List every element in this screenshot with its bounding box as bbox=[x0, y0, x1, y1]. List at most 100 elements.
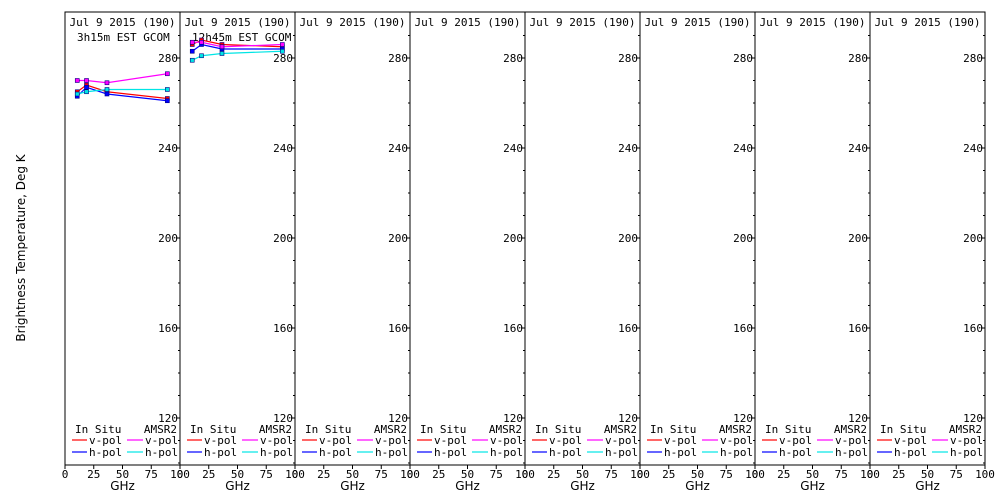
legend-title-amsr2: AMSR2 bbox=[144, 423, 177, 436]
x-tick-label: 100 bbox=[285, 468, 305, 481]
x-tick-label: 100 bbox=[630, 468, 650, 481]
y-tick-label: 280 bbox=[158, 52, 178, 65]
y-tick-label: 280 bbox=[273, 52, 293, 65]
legend-label-amsr2-hpol: h-pol bbox=[260, 446, 293, 459]
y-tick-label: 120 bbox=[503, 412, 523, 425]
x-axis-label: GHz bbox=[340, 479, 365, 493]
series-point bbox=[165, 71, 170, 77]
y-tick-label: 120 bbox=[388, 412, 408, 425]
x-axis-label: GHz bbox=[915, 479, 940, 493]
panel-title: Jul 9 2015 (190) bbox=[645, 16, 751, 29]
series-point bbox=[104, 91, 110, 97]
series-point bbox=[84, 78, 89, 83]
y-axis-label: Brightness Temperature, Deg K bbox=[14, 153, 28, 341]
series-point bbox=[104, 80, 110, 86]
legend-title-amsr2: AMSR2 bbox=[834, 423, 867, 436]
x-tick-label: 0 bbox=[522, 468, 529, 481]
x-tick-label: 25 bbox=[777, 468, 790, 481]
x-tick-label: 75 bbox=[490, 468, 503, 481]
legend-title-insitu: In Situ bbox=[765, 423, 811, 436]
legend-label-insitu-hpol: h-pol bbox=[319, 446, 352, 459]
legend-label-amsr2-hpol: h-pol bbox=[375, 446, 408, 459]
series-point bbox=[189, 57, 195, 63]
y-tick-label: 200 bbox=[963, 232, 983, 245]
panels: 120 160 200 240 280 0 25 50 75 100 GHz Jul 9 2015 (… bbox=[62, 11, 995, 493]
series-point bbox=[104, 87, 110, 92]
legend-label-amsr2-vpol: v-pol bbox=[375, 434, 408, 447]
panel-7: 120 160 200 240 280 0 25 50 75 100 GHz Jul 9 2015 (… bbox=[752, 11, 880, 493]
y-tick-label: 160 bbox=[963, 322, 983, 335]
legend-label-amsr2-hpol: h-pol bbox=[605, 446, 638, 459]
legend-title-insitu: In Situ bbox=[75, 423, 121, 436]
y-tick-label: 280 bbox=[618, 52, 638, 65]
panel-title: Jul 9 2015 (190) bbox=[415, 16, 521, 29]
x-tick-label: 75 bbox=[950, 468, 963, 481]
x-tick-label: 25 bbox=[547, 468, 560, 481]
legend-label-insitu-hpol: h-pol bbox=[434, 446, 467, 459]
x-axis-label: GHz bbox=[570, 479, 595, 493]
y-tick-label: 120 bbox=[848, 412, 868, 425]
x-tick-label: 75 bbox=[720, 468, 733, 481]
x-axis-label: GHz bbox=[800, 479, 825, 493]
panel-1: 120 160 200 240 280 0 25 50 75 100 GHz Jul 9 2015 (… bbox=[62, 11, 190, 493]
legend-label-insitu-hpol: h-pol bbox=[549, 446, 582, 459]
legend-label-insitu-vpol: v-pol bbox=[434, 434, 467, 447]
legend-title-insitu: In Situ bbox=[650, 423, 696, 436]
panel-4: 120 160 200 240 280 0 25 50 75 100 GHz Jul 9 2015 (… bbox=[407, 11, 535, 493]
y-tick-label: 200 bbox=[503, 232, 523, 245]
legend-label-amsr2-vpol: v-pol bbox=[720, 434, 753, 447]
x-tick-label: 75 bbox=[605, 468, 618, 481]
series-point bbox=[219, 51, 225, 56]
x-tick-label: 50 bbox=[806, 468, 819, 481]
series-point bbox=[84, 84, 89, 90]
x-tick-label: 50 bbox=[461, 468, 474, 481]
y-tick-label: 240 bbox=[848, 142, 868, 155]
panel-3: 120 160 200 240 280 0 25 50 75 100 GHz Jul 9 2015 (… bbox=[292, 11, 420, 493]
x-tick-label: 25 bbox=[317, 468, 330, 481]
legend-label-amsr2-vpol: v-pol bbox=[260, 434, 293, 447]
legend-label-insitu-vpol: v-pol bbox=[204, 434, 237, 447]
panel-title: Jul 9 2015 (190) bbox=[760, 16, 866, 29]
y-tick-label: 280 bbox=[963, 52, 983, 65]
x-tick-label: 100 bbox=[515, 468, 535, 481]
x-tick-label: 50 bbox=[921, 468, 934, 481]
x-tick-label: 0 bbox=[752, 468, 759, 481]
x-axis-label: GHz bbox=[455, 479, 480, 493]
y-tick-label: 160 bbox=[388, 322, 408, 335]
legend-label-amsr2-hpol: h-pol bbox=[835, 446, 868, 459]
legend-label-amsr2-hpol: h-pol bbox=[490, 446, 523, 459]
x-tick-label: 0 bbox=[62, 468, 69, 481]
x-tick-label: 0 bbox=[177, 468, 184, 481]
legend-title-insitu: In Situ bbox=[880, 423, 926, 436]
y-tick-label: 200 bbox=[848, 232, 868, 245]
x-tick-label: 100 bbox=[170, 468, 190, 481]
legend-label-amsr2-vpol: v-pol bbox=[490, 434, 523, 447]
x-axis-label: GHz bbox=[685, 479, 710, 493]
y-tick-label: 280 bbox=[503, 52, 523, 65]
y-tick-label: 200 bbox=[388, 232, 408, 245]
y-tick-label: 200 bbox=[158, 232, 178, 245]
legend-label-insitu-vpol: v-pol bbox=[89, 434, 122, 447]
series-point bbox=[74, 78, 80, 83]
legend-label-insitu-hpol: h-pol bbox=[89, 446, 122, 459]
legend-label-insitu-hpol: h-pol bbox=[204, 446, 237, 459]
y-tick-label: 160 bbox=[848, 322, 868, 335]
panel-2: 120 160 200 240 280 0 25 50 75 100 GHz Jul 9 2015 (… bbox=[177, 11, 305, 493]
series-point bbox=[280, 42, 285, 47]
panel-8: 120 160 200 240 280 0 25 50 75 100 GHz Jul 9 2015 (… bbox=[867, 11, 995, 493]
series-point bbox=[280, 48, 285, 54]
y-tick-label: 120 bbox=[273, 412, 293, 425]
panel-subtitle: 12h45m EST GCOM bbox=[192, 31, 292, 44]
x-tick-label: 50 bbox=[346, 468, 359, 481]
y-tick-label: 120 bbox=[158, 412, 178, 425]
x-tick-label: 25 bbox=[202, 468, 215, 481]
series-line bbox=[77, 73, 168, 84]
series-point bbox=[219, 44, 225, 50]
x-tick-label: 0 bbox=[867, 468, 874, 481]
x-tick-label: 50 bbox=[691, 468, 704, 481]
legend-title-amsr2: AMSR2 bbox=[259, 423, 292, 436]
x-tick-label: 0 bbox=[292, 468, 299, 481]
legend-label-amsr2-vpol: v-pol bbox=[950, 434, 983, 447]
x-tick-label: 25 bbox=[87, 468, 100, 481]
